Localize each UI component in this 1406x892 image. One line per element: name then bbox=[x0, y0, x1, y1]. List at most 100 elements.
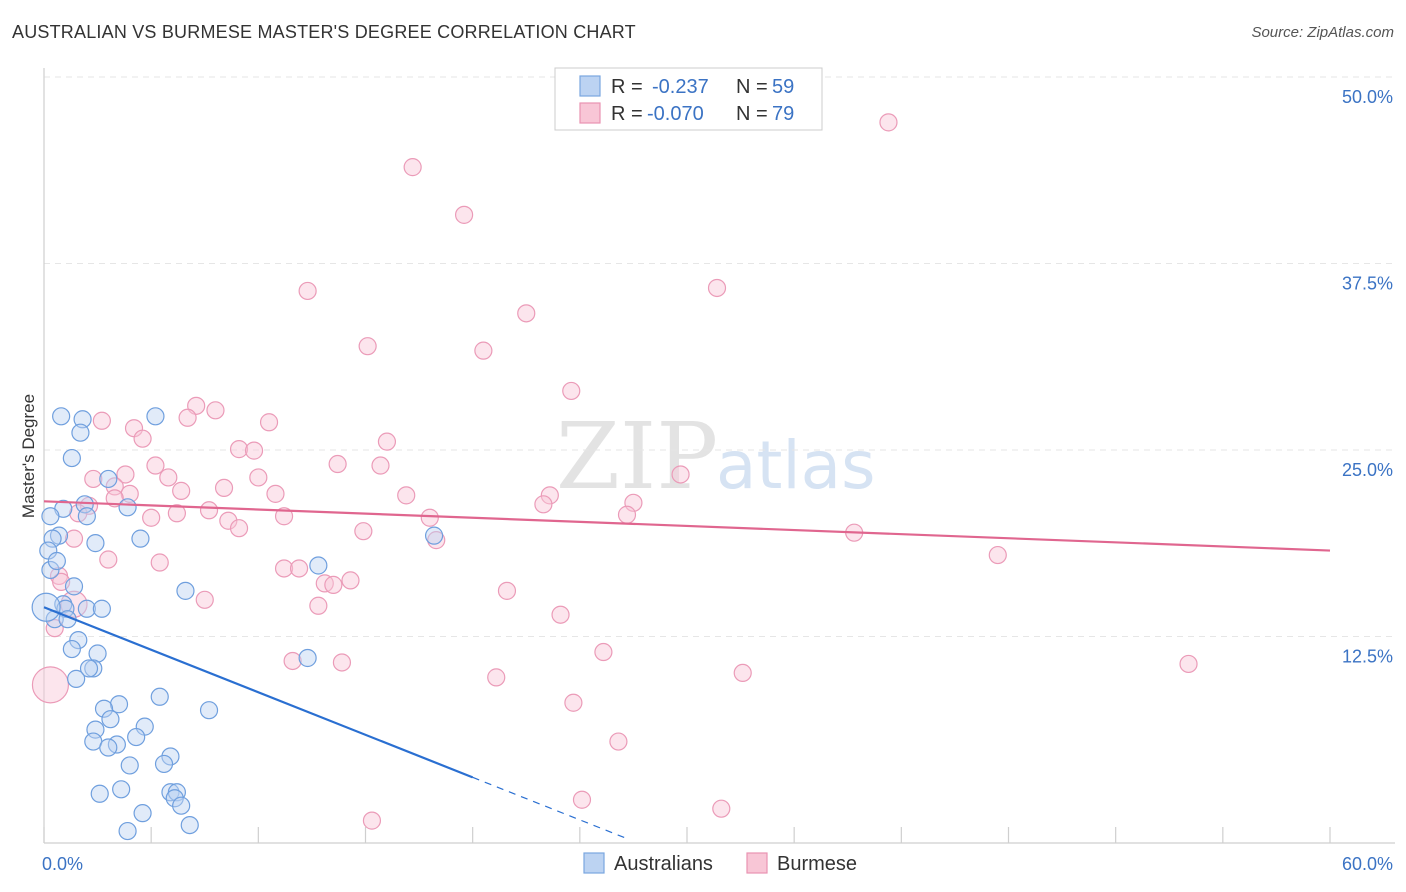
y-tick-label-1: 25.0% bbox=[1342, 460, 1393, 480]
burmese-point bbox=[397, 486, 416, 505]
australians-swatch bbox=[579, 75, 601, 97]
burmese-point bbox=[289, 559, 309, 578]
australians-trend-extension bbox=[472, 776, 630, 840]
legend-r-label-aus: R = bbox=[611, 76, 643, 98]
burmese-point bbox=[324, 575, 343, 594]
burmese-point bbox=[219, 511, 238, 530]
burmese-point bbox=[341, 571, 360, 590]
burmese-point bbox=[712, 799, 731, 818]
burmese-points bbox=[31, 113, 1198, 830]
australians-point bbox=[172, 796, 191, 815]
legend-n-value-bur: 79 bbox=[772, 103, 794, 125]
burmese-point bbox=[214, 478, 234, 498]
australians-point bbox=[309, 556, 328, 575]
australians-point bbox=[118, 821, 137, 841]
x-tick-label-1: 60.0% bbox=[1342, 854, 1393, 874]
chart-source: Source: ZipAtlas.com bbox=[1251, 24, 1394, 41]
australians-point bbox=[86, 534, 105, 553]
australians-point bbox=[88, 644, 107, 663]
australians-point bbox=[43, 529, 62, 548]
australians-point bbox=[99, 469, 118, 489]
burmese-point bbox=[195, 590, 214, 609]
australians-point bbox=[112, 780, 131, 799]
australians-point bbox=[41, 507, 60, 526]
australians-point bbox=[127, 727, 146, 747]
burmese-point bbox=[266, 484, 285, 503]
australians-point bbox=[77, 507, 96, 526]
burmese-point bbox=[206, 401, 225, 420]
australians-point bbox=[47, 551, 66, 571]
burmese-point bbox=[167, 504, 186, 523]
burmese-point bbox=[244, 441, 264, 460]
australians-point bbox=[67, 669, 86, 688]
australians-point bbox=[161, 747, 180, 766]
burmese-point bbox=[31, 666, 70, 704]
chart-title: AUSTRALIAN VS BURMESE MASTER'S DEGREE CO… bbox=[12, 22, 636, 42]
australians-point bbox=[94, 699, 114, 718]
stats-legend: R = -0.237 N = 59 R = -0.070 N = 79 bbox=[554, 67, 823, 131]
burmese-point bbox=[403, 158, 422, 177]
burmese-point bbox=[150, 553, 169, 572]
burmese-point bbox=[551, 605, 570, 624]
burmese-point bbox=[594, 642, 613, 662]
australians-point bbox=[131, 529, 150, 548]
burmese-point bbox=[609, 732, 628, 751]
burmese-point bbox=[172, 481, 191, 500]
australians-point bbox=[298, 648, 317, 668]
australians-point bbox=[146, 407, 165, 426]
burmese-point bbox=[105, 489, 124, 508]
legend-burmese-label: Burmese bbox=[777, 853, 857, 875]
australians-point bbox=[62, 448, 81, 468]
burmese-point bbox=[274, 559, 294, 578]
burmese-point bbox=[146, 456, 165, 475]
legend-burmese-swatch bbox=[746, 852, 768, 874]
burmese-point bbox=[377, 432, 397, 451]
y-tick-label-2: 37.5% bbox=[1342, 274, 1393, 294]
burmese-point bbox=[362, 811, 382, 830]
burmese-point bbox=[487, 668, 506, 687]
australians-point bbox=[199, 701, 219, 720]
burmese-point bbox=[120, 484, 139, 503]
australians-point bbox=[71, 423, 90, 442]
australians-point bbox=[150, 687, 169, 706]
burmese-point bbox=[534, 495, 553, 514]
burmese-point bbox=[420, 508, 439, 527]
australians-point bbox=[84, 659, 103, 678]
australians-point bbox=[118, 498, 137, 517]
series-legend: Australians Burmese bbox=[583, 852, 857, 875]
axes: 12.5% 25.0% 37.5% 50.0% 0.0% 60.0% bbox=[42, 68, 1395, 874]
australians-point bbox=[52, 407, 71, 426]
burmese-point bbox=[497, 581, 517, 600]
australians-point bbox=[180, 815, 199, 835]
legend-r-value-aus: -0.237 bbox=[652, 76, 709, 98]
burmese-point bbox=[133, 429, 152, 448]
burmese-point bbox=[474, 341, 493, 360]
australians-point bbox=[69, 630, 88, 650]
burmese-trend-line bbox=[43, 500, 1331, 552]
watermark-atlas: atlas bbox=[716, 427, 876, 504]
australians-point bbox=[109, 695, 129, 714]
y-axis-label: Master's Degree bbox=[19, 394, 38, 518]
burmese-point bbox=[116, 465, 135, 484]
legend-r-value-bur: -0.070 bbox=[647, 103, 704, 125]
burmese-point bbox=[733, 663, 752, 683]
australians-point bbox=[176, 581, 195, 600]
australians-point bbox=[133, 804, 152, 823]
burmese-point bbox=[178, 408, 197, 427]
y-tick-label-0: 12.5% bbox=[1342, 647, 1393, 667]
legend-n-label-aus: N = bbox=[736, 76, 768, 98]
burmese-point bbox=[309, 596, 328, 615]
burmese-point bbox=[517, 304, 536, 323]
burmese-point bbox=[1179, 654, 1198, 674]
burmese-point bbox=[332, 653, 352, 672]
burmese-point bbox=[229, 519, 249, 538]
burmese-point bbox=[617, 505, 637, 524]
burmese-point bbox=[572, 790, 592, 809]
australians-points bbox=[31, 407, 444, 841]
legend-r-label-bur: R = bbox=[611, 103, 643, 125]
australians-point bbox=[92, 599, 111, 618]
burmese-point bbox=[199, 501, 219, 520]
burmese-point bbox=[371, 456, 390, 475]
y-tick-label-3: 50.0% bbox=[1342, 87, 1393, 107]
